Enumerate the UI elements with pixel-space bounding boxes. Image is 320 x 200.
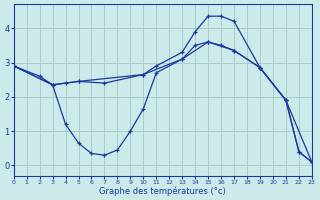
X-axis label: Graphe des températures (°c): Graphe des températures (°c) [100,186,226,196]
